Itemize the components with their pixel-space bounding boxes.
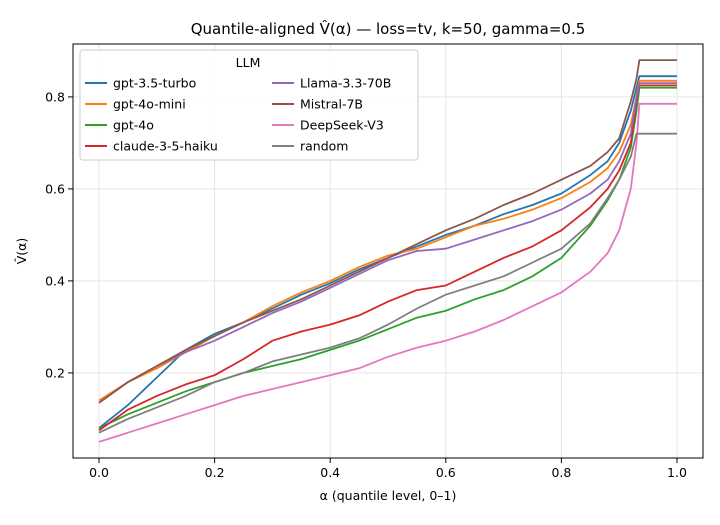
legend-box <box>79 49 419 161</box>
legend-label: Mistral-7B <box>300 97 363 112</box>
y-axis-label: V̂(α) <box>14 238 29 265</box>
legend-entry: random <box>272 139 348 154</box>
y-tick-label: 0.4 <box>45 273 65 288</box>
y-tick-label: 0.8 <box>45 89 65 104</box>
legend-entry: DeepSeek-V3 <box>272 118 384 133</box>
legend-label: Llama-3.3-70B <box>300 76 391 91</box>
series-line-llama-3-3-70b <box>98 82 677 404</box>
legend: LLM gpt-3.5-turbo gpt-4o-mini gpt-4o claude… <box>79 49 419 161</box>
legend-entry: Llama-3.3-70B <box>272 76 391 91</box>
x-axis-label: α (quantile level, 0–1) <box>320 488 457 503</box>
series-line-claude-3-5-haiku <box>98 84 677 432</box>
x-tick-label: 0.6 <box>436 465 456 480</box>
x-tick-label: 1.0 <box>667 465 687 480</box>
x-tick-label: 0.0 <box>89 465 109 480</box>
legend-title: LLM <box>236 55 261 70</box>
legend-entry: gpt-4o-mini <box>85 97 186 112</box>
series-line-gpt-3-5-turbo <box>98 75 677 429</box>
legend-entry: Mistral-7B <box>272 97 363 112</box>
legend-entry: claude-3-5-haiku <box>85 139 218 154</box>
legend-entry: gpt-3.5-turbo <box>85 76 196 91</box>
x-tick-label: 0.8 <box>551 465 571 480</box>
series-line-mistral-7b <box>98 59 677 404</box>
legend-entry: gpt-4o <box>85 118 154 133</box>
legend-label: gpt-4o-mini <box>113 97 186 112</box>
legend-entries: gpt-3.5-turbo gpt-4o-mini gpt-4o claude-3-5… <box>85 76 391 154</box>
series-line-deepseek-v3 <box>98 102 677 443</box>
legend-label: gpt-3.5-turbo <box>113 76 196 91</box>
x-tick-label: 0.2 <box>205 465 225 480</box>
y-tick-label: 0.6 <box>45 181 65 196</box>
series-line-random <box>98 132 677 434</box>
y-tick-label: 0.2 <box>45 365 65 380</box>
legend-label: gpt-4o <box>113 118 154 133</box>
axes: 0.0 0.2 0.4 0.6 0.8 1.0 0.2 0.4 0.6 0.8 <box>45 89 687 480</box>
legend-label: claude-3-5-haiku <box>113 139 218 154</box>
x-tick-label: 0.4 <box>320 465 340 480</box>
series-lines <box>98 59 677 443</box>
plot-frame <box>72 43 704 459</box>
chart-title: Quantile-aligned V̂(α) — loss=tv, k=50, … <box>191 19 586 38</box>
legend-label: DeepSeek-V3 <box>300 118 384 133</box>
legend-label: random <box>300 139 348 154</box>
